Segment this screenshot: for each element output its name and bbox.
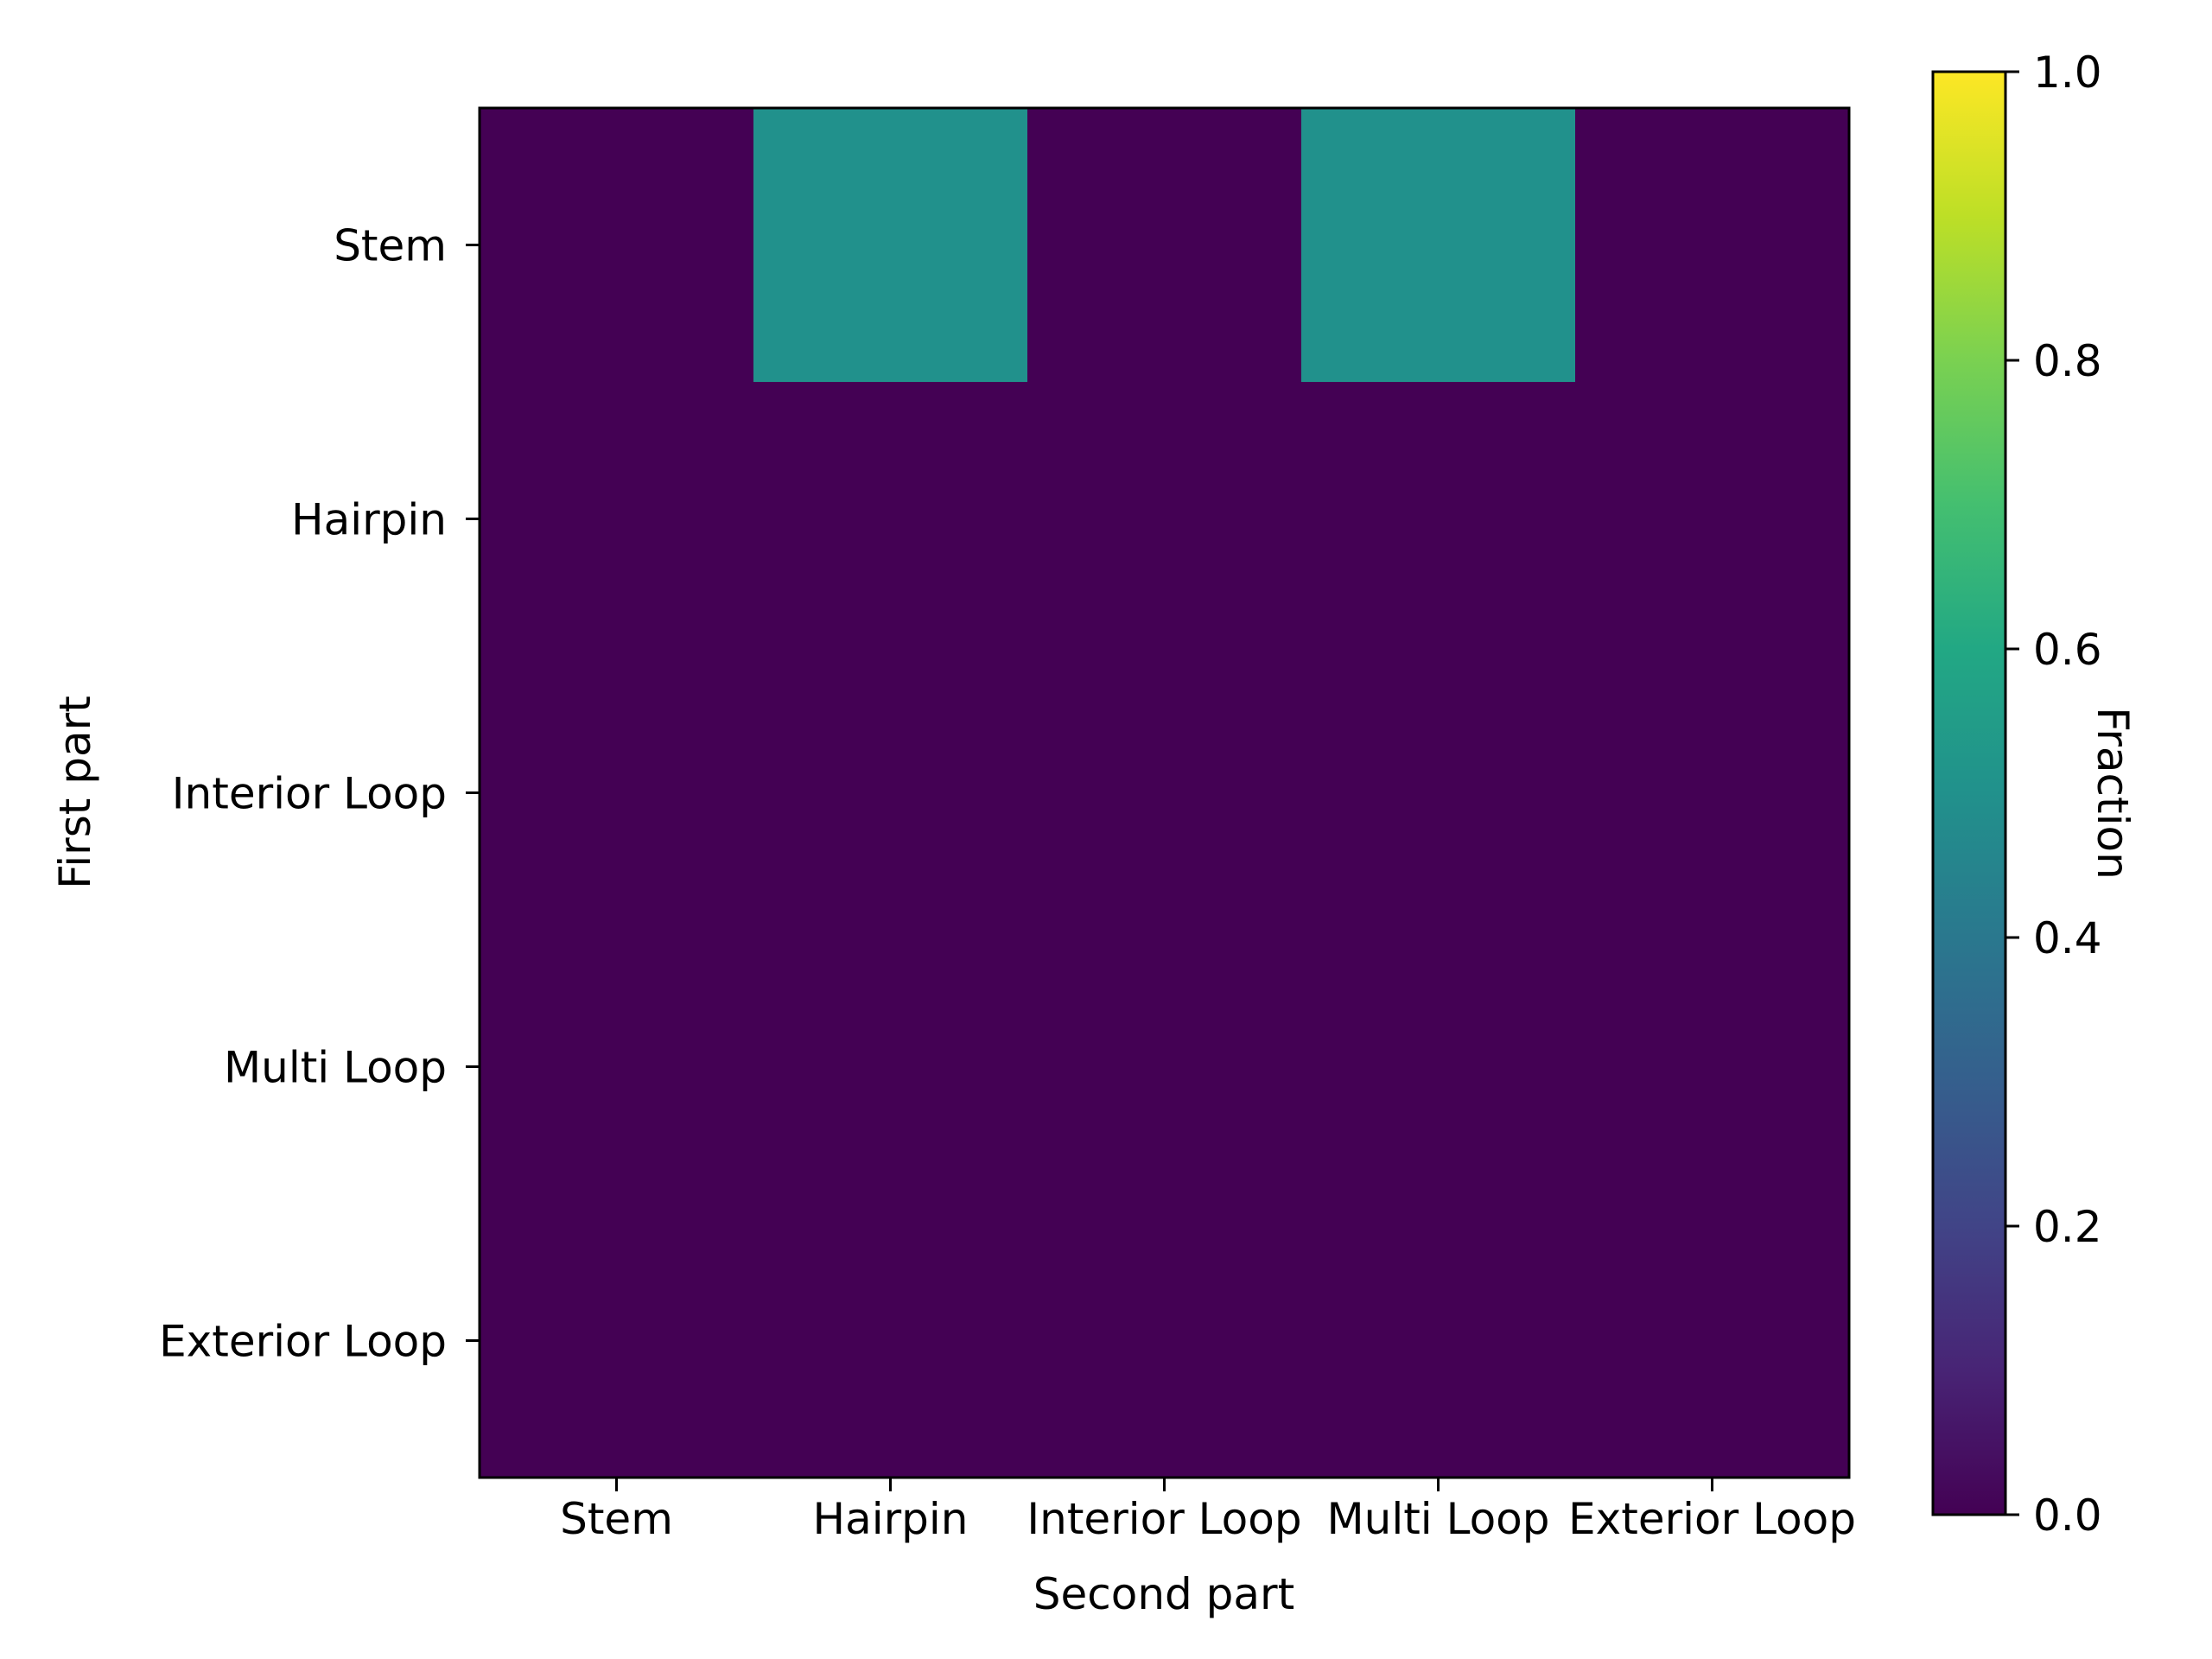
x-tick-label: Exterior Loop — [1568, 1494, 1856, 1544]
colorbar-label: Fraction — [2088, 707, 2138, 880]
x-tick-label: Stem — [560, 1494, 673, 1544]
colorbar-tick-label: 1.0 — [2033, 48, 2102, 98]
heatmap-cell — [1301, 382, 1576, 657]
y-tick-label: Multi Loop — [224, 1043, 447, 1093]
colorbar-ticks: 0.0 0.2 0.4 0.6 0.8 1.0 — [2005, 48, 2102, 1541]
heatmap-cell — [753, 108, 1028, 383]
y-tick-label: Stem — [334, 221, 447, 271]
heatmap-cell — [1027, 930, 1302, 1205]
y-axis: Stem Hairpin Interior Loop Multi Loop Exteri… — [159, 221, 480, 1367]
colorbar-tick-label: 0.4 — [2033, 913, 2102, 963]
heatmap-cell — [753, 930, 1028, 1205]
heatmap-cell — [1027, 382, 1302, 657]
x-axis: Stem Hairpin Interior Loop Multi Loop Exteri… — [560, 1478, 1856, 1544]
colorbar — [1931, 70, 2007, 1516]
colorbar-tick-label: 0.8 — [2033, 336, 2102, 386]
heatmap-cell — [1575, 382, 1850, 657]
y-tick-label: Interior Loop — [172, 769, 447, 819]
heatmap-cell — [480, 382, 754, 657]
heatmap-cell — [1301, 1204, 1576, 1478]
heatmap-cell — [1027, 1204, 1302, 1478]
heatmap-cell — [1575, 656, 1850, 931]
x-tick-label: Interior Loop — [1027, 1494, 1301, 1544]
x-axis-label: Second part — [1033, 1569, 1294, 1619]
heatmap-cell — [1301, 656, 1576, 931]
y-tick-label: Exterior Loop — [159, 1317, 447, 1367]
colorbar-tick-label: 0.0 — [2033, 1491, 2102, 1541]
heatmap-cell — [1301, 108, 1576, 383]
heatmap-cell — [480, 656, 754, 931]
heatmap-cell — [480, 108, 754, 383]
heatmap-cell — [753, 1204, 1028, 1478]
x-tick-label: Multi Loop — [1326, 1494, 1549, 1544]
heatmap-cell — [753, 382, 1028, 657]
heatmap-cell — [480, 1204, 754, 1478]
heatmap-cell — [1027, 108, 1302, 383]
y-tick-label: Hairpin — [291, 495, 447, 545]
heatmap-cell — [1301, 930, 1576, 1205]
x-tick-label: Hairpin — [812, 1494, 968, 1544]
heatmap-cell — [1575, 108, 1850, 383]
heatmap-cell — [1575, 1204, 1850, 1478]
y-axis-label: First part — [50, 696, 100, 889]
heatmap-cells — [480, 108, 1850, 1478]
heatmap-cell — [480, 930, 754, 1205]
heatmap-cell — [1027, 656, 1302, 931]
colorbar-tick-label: 0.2 — [2033, 1202, 2102, 1252]
colorbar-tick-label: 0.6 — [2033, 625, 2102, 675]
heatmap-cell — [753, 656, 1028, 931]
heatmap-cell — [1575, 930, 1850, 1205]
